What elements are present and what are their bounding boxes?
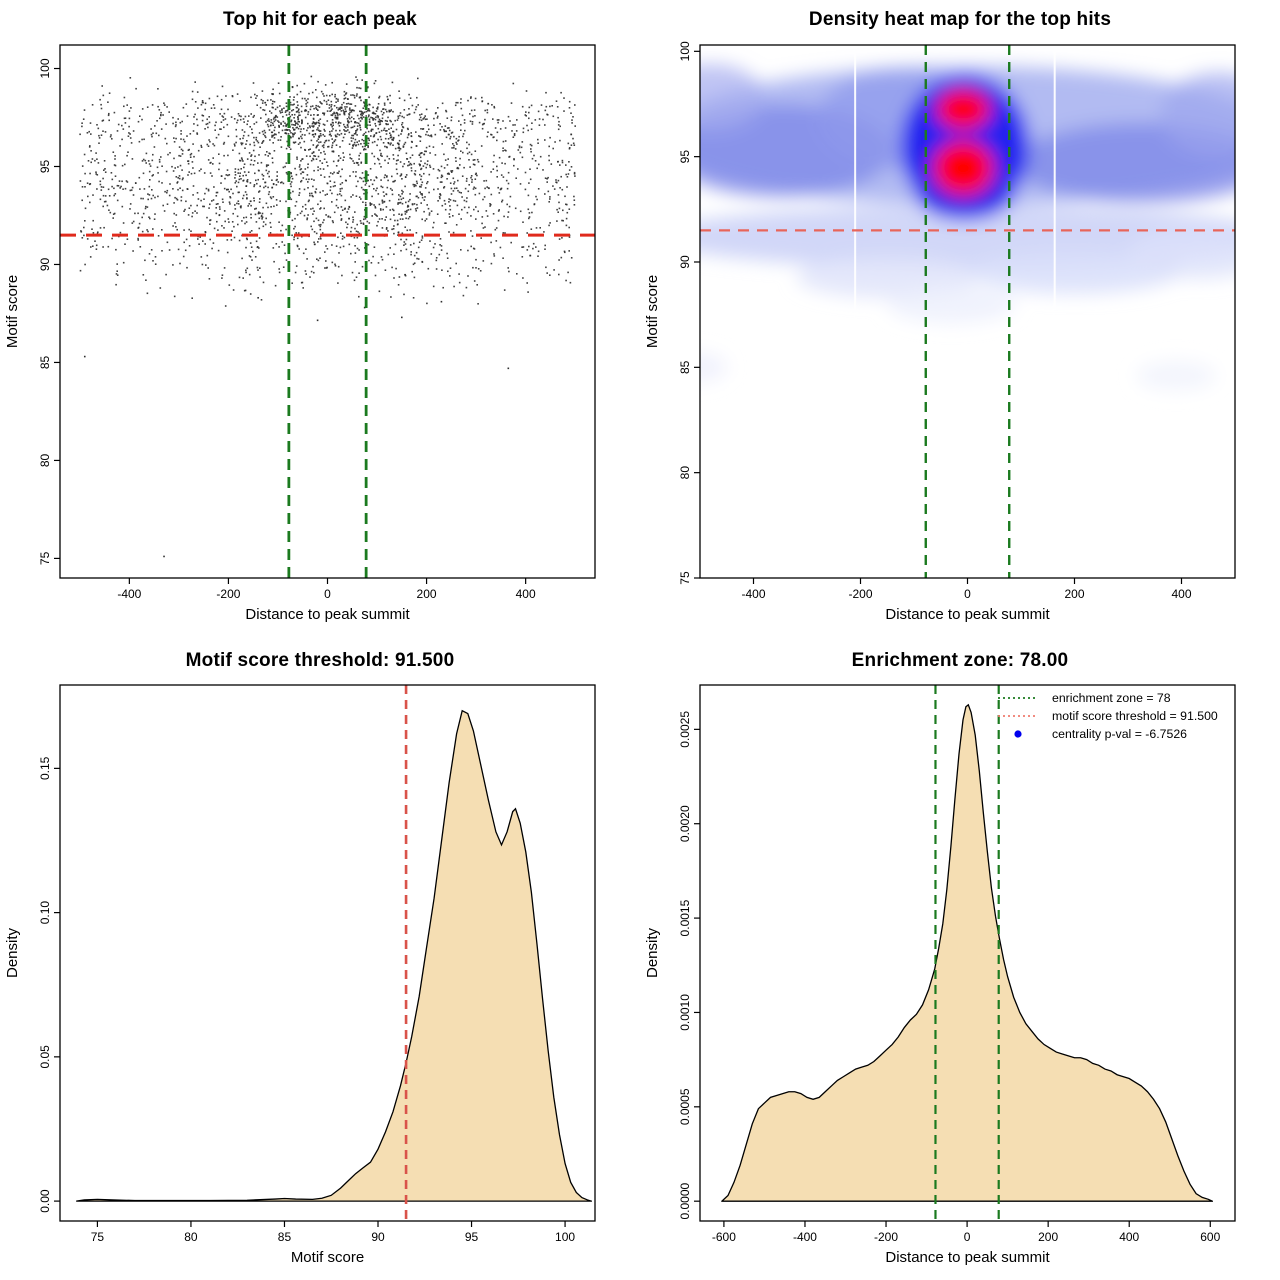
x-axis-title: Motif score [291, 1249, 364, 1266]
x-tick-label: 95 [465, 1230, 479, 1244]
axes: -400 -200 0 200 400 75 80 85 90 95 100 Distance to … [4, 44, 596, 623]
plot-box [59, 44, 596, 579]
x-axis-title: Distance to peak summit [245, 606, 410, 623]
motif-density-panel-title: Motif score threshold: 91.500 [185, 650, 455, 671]
x-tick-label: 0 [964, 1230, 971, 1244]
x-tick-label: 200 [417, 587, 437, 601]
axes: 75 80 85 90 95 100 0.00 0.05 0.10 0.15 Motif score… [4, 684, 596, 1266]
x-tick-label: 400 [1119, 1230, 1139, 1244]
scatter-points [79, 75, 576, 558]
x-tick-label: 200 [1038, 1230, 1058, 1244]
y-tick-label: 75 [678, 571, 692, 585]
density-area [76, 709, 592, 1202]
plot-box [59, 684, 596, 1222]
density-area [721, 703, 1213, 1202]
y-tick-label: 0.0025 [678, 711, 692, 748]
y-tick-label: 90 [38, 257, 52, 271]
y-tick-label: 75 [38, 551, 52, 565]
heatmap-field [700, 45, 1235, 578]
axes: -600 -400 -200 0 200 400 600 0.0000 0.0005 0.0010… [644, 684, 1236, 1266]
distance-density-panel-title: Enrichment zone: 78.00 [851, 650, 1069, 671]
x-tick-label: 75 [91, 1230, 105, 1244]
y-axis-title: Density [644, 927, 661, 978]
y-tick-label: 0.10 [38, 901, 52, 925]
panel-scatter-top-hits: Top hit for each peak -400 -200 0 200 400 75 8… [0, 0, 640, 640]
x-axis-title: Distance to peak summit [885, 606, 1050, 623]
x-tick-label: -400 [793, 1230, 817, 1244]
y-tick-label: 0.0000 [678, 1183, 692, 1220]
x-tick-label: -200 [216, 587, 240, 601]
plot-box [699, 44, 1236, 579]
panel-density-heat-map: Density heat map for the top hits -400 -2… [640, 0, 1280, 640]
x-tick-label: 400 [1171, 587, 1191, 601]
scatter-plot-canvas: -400 -200 0 200 400 75 80 85 90 95 100 Distance to … [4, 44, 596, 623]
y-tick-label: 100 [38, 58, 52, 78]
x-tick-label: -400 [117, 587, 141, 601]
legend: enrichment zone = 78 motif score threshol… [998, 691, 1218, 741]
legend-label-1: motif score threshold = 91.500 [1052, 709, 1218, 723]
y-tick-label: 85 [678, 360, 692, 374]
y-axis-title: Density [4, 927, 21, 978]
y-axis-title: Motif score [4, 275, 21, 348]
y-tick-label: 100 [678, 41, 692, 61]
y-tick-label: 80 [678, 466, 692, 480]
y-tick-label: 95 [38, 159, 52, 173]
y-tick-label: 0.0010 [678, 994, 692, 1031]
legend-label-2: centrality p-val = -6.7526 [1052, 727, 1187, 741]
plot-box [699, 684, 1236, 1222]
x-tick-label: 400 [516, 587, 536, 601]
y-tick-label: 80 [38, 453, 52, 467]
heatmap-panel-title: Density heat map for the top hits [808, 9, 1112, 30]
motif_score_density-curve [76, 685, 592, 1221]
panel-distance-density: Enrichment zone: 78.00 -600 -400 -200 0 200 4… [640, 640, 1280, 1280]
y-tick-label: 0.15 [38, 756, 52, 780]
x-tick-label: 0 [964, 587, 971, 601]
x-tick-label: -600 [712, 1230, 736, 1244]
axes: -400 -200 0 200 400 75 80 85 90 95 100 Distance to … [644, 41, 1236, 623]
x-tick-label: -400 [741, 587, 765, 601]
y-tick-label: 90 [678, 255, 692, 269]
motif-density-canvas: 75 80 85 90 95 100 0.00 0.05 0.10 0.15 Motif score… [4, 684, 596, 1266]
y-tick-label: 0.0015 [678, 899, 692, 936]
y-axis-title: Motif score [644, 275, 661, 348]
y-tick-label: 0.05 [38, 1045, 52, 1069]
x-tick-label: 85 [278, 1230, 292, 1244]
distance-density-canvas: -600 -400 -200 0 200 400 600 0.0000 0.0005 0.0010… [644, 684, 1236, 1266]
panel-motif-score-density: Motif score threshold: 91.500 75 80 85 90 95… [0, 640, 640, 1280]
y-tick-label: 85 [38, 355, 52, 369]
x-tick-label: 100 [555, 1230, 575, 1244]
y-tick-label: 0.00 [38, 1189, 52, 1213]
x-tick-label: -200 [848, 587, 872, 601]
scatter-panel-title: Top hit for each peak [223, 9, 417, 30]
x-tick-label: 200 [1064, 587, 1084, 601]
x-tick-label: 600 [1200, 1230, 1220, 1244]
legend-label-0: enrichment zone = 78 [1052, 691, 1171, 705]
x-tick-label: 90 [371, 1230, 385, 1244]
y-tick-label: 95 [678, 150, 692, 164]
x-tick-label: 0 [324, 587, 331, 601]
x-tick-label: -200 [874, 1230, 898, 1244]
legend-dot-2 [1014, 730, 1022, 738]
y-tick-label: 0.0005 [678, 1088, 692, 1125]
distance_density-curve [721, 685, 1213, 1221]
y-tick-label: 0.0020 [678, 805, 692, 842]
heatmap-canvas: -400 -200 0 200 400 75 80 85 90 95 100 Distance to … [644, 41, 1236, 623]
x-axis-title: Distance to peak summit [885, 1249, 1050, 1266]
x-tick-label: 80 [184, 1230, 198, 1244]
